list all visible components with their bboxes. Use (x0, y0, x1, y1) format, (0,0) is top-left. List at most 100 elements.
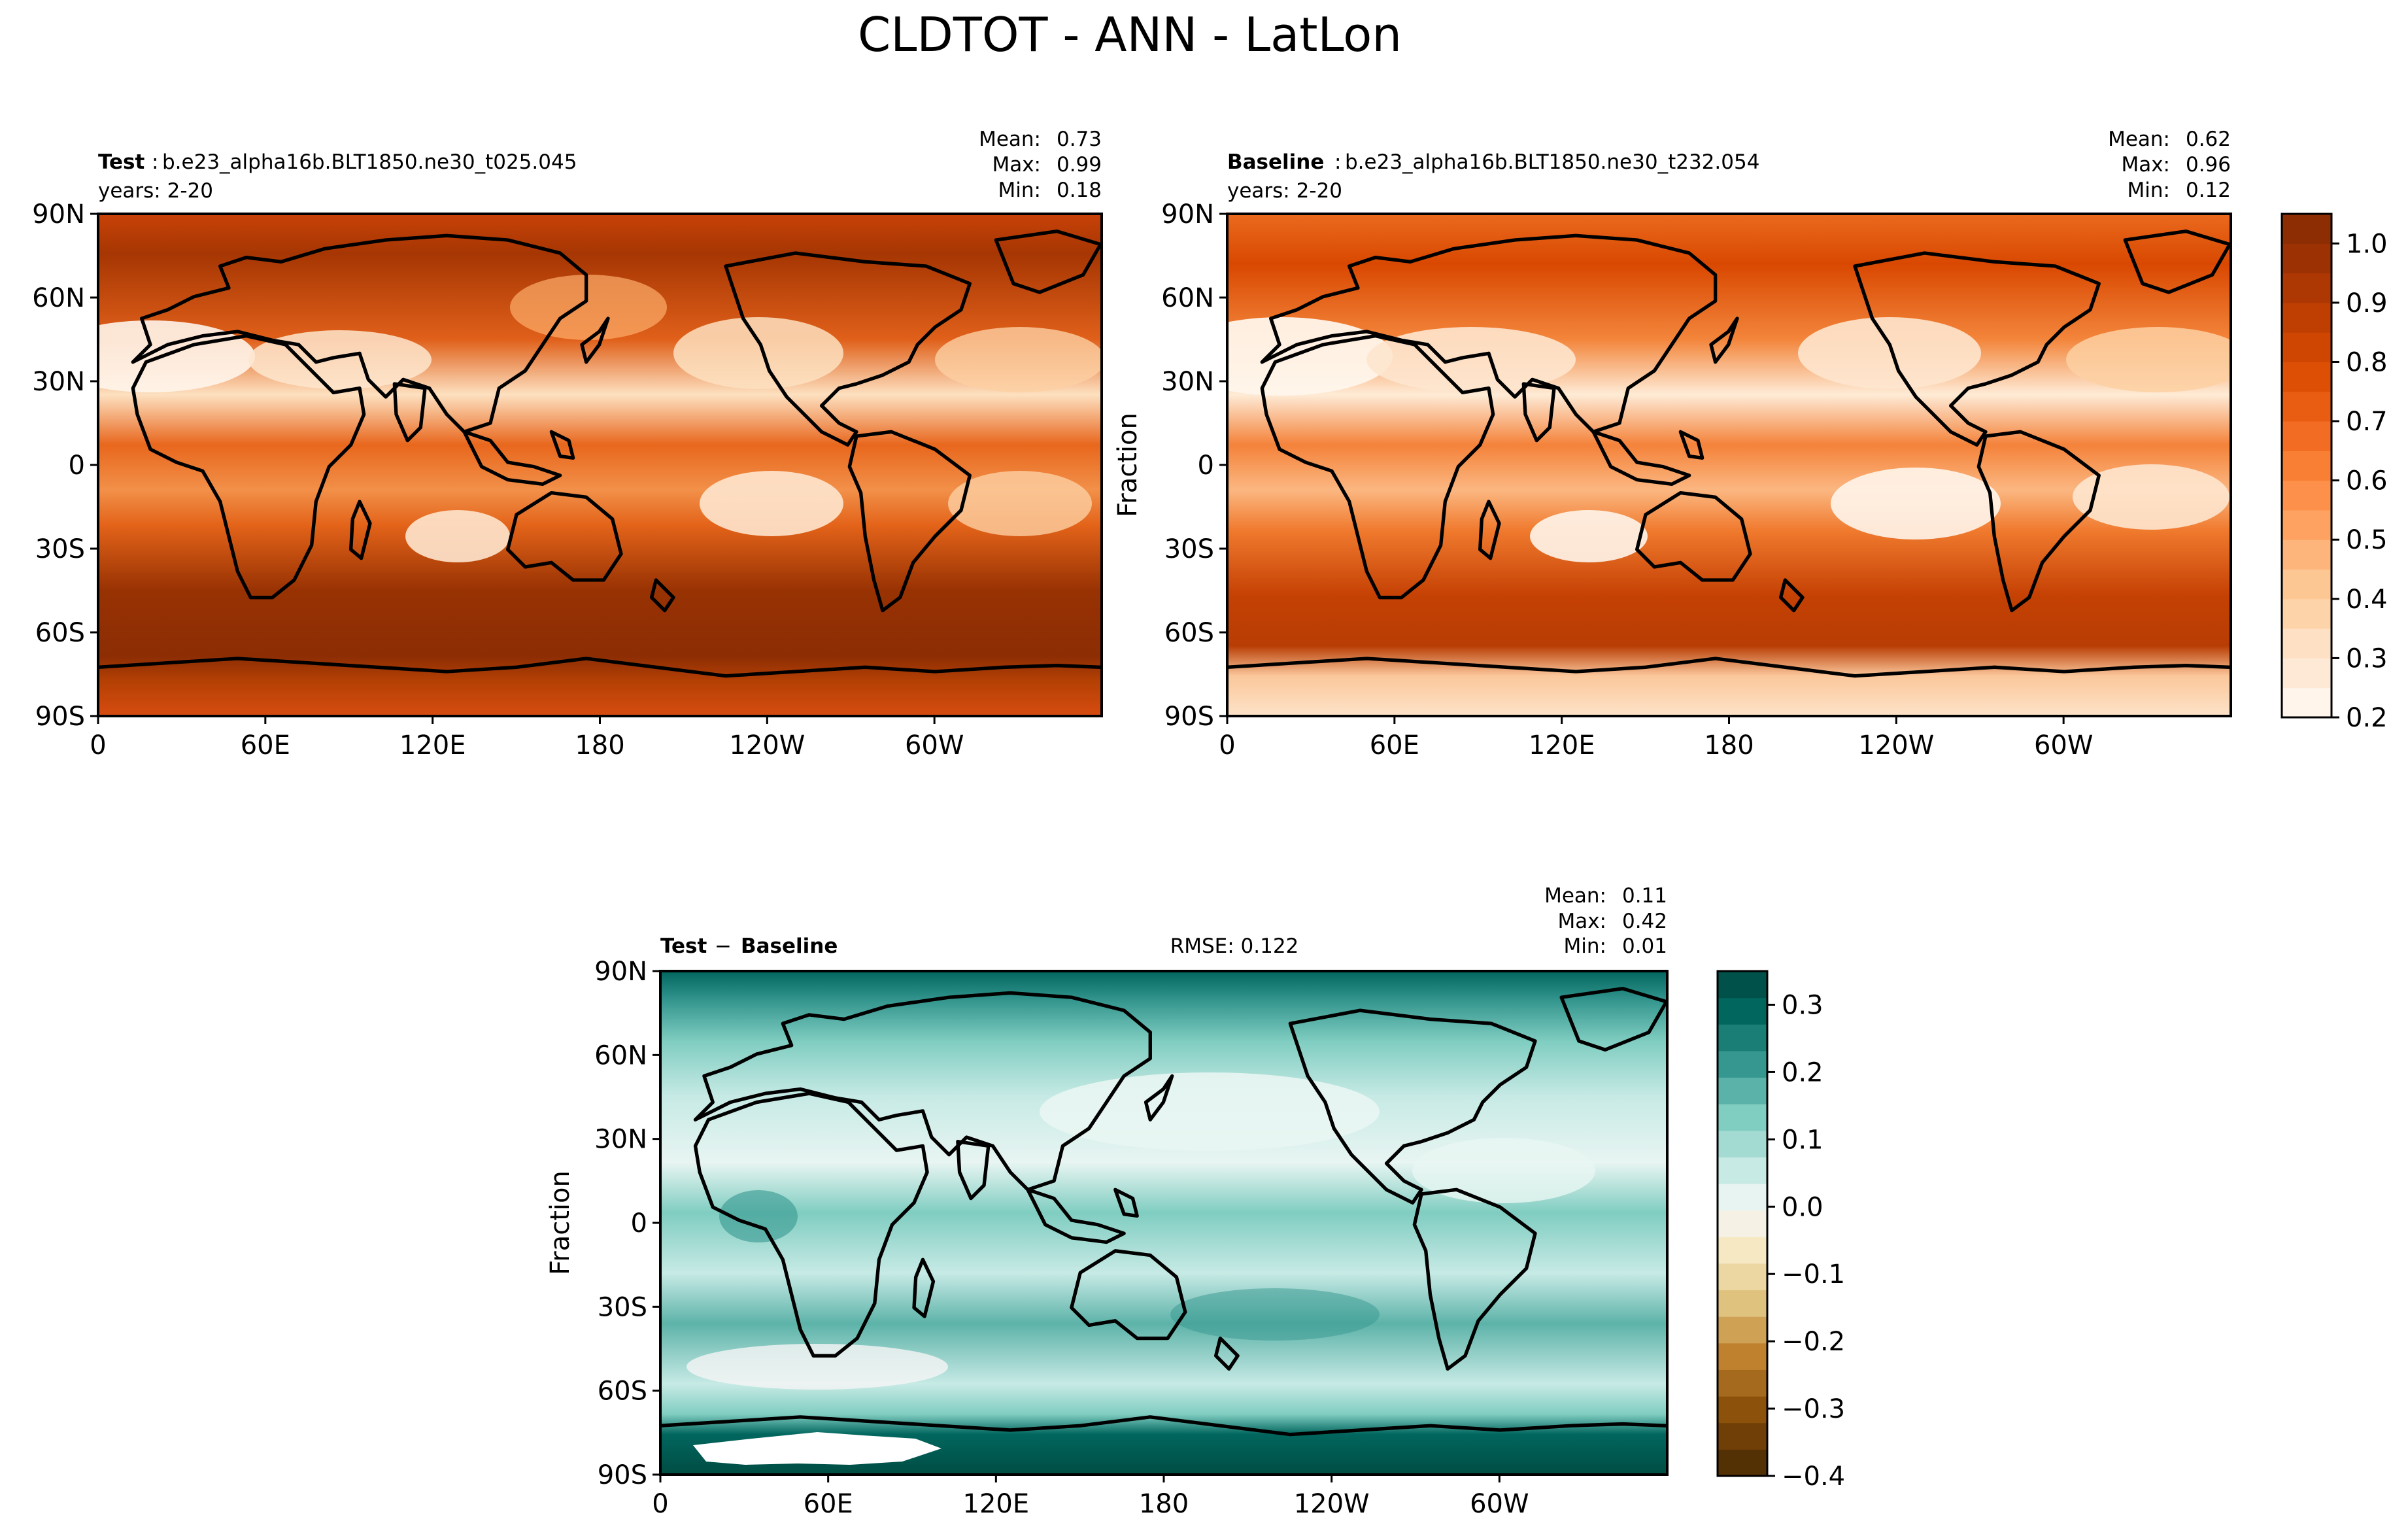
panel-difference-ytick-label: 90S (598, 1460, 647, 1490)
panel-difference-mean-label: Mean: (1544, 884, 1606, 908)
panel-test-max-label: Max: (992, 153, 1041, 177)
panel-baseline-ytick-label: 30N (1161, 367, 1214, 397)
panel-baseline-field-blob (1798, 317, 1981, 389)
panel-difference-ytick-label: 30N (594, 1125, 647, 1155)
panel-baseline-field-blob (1530, 510, 1648, 562)
panel-baseline-xtick-label: 120W (1858, 730, 1934, 761)
colorbar-diff-tick-label: 0.3 (1782, 990, 1823, 1020)
panel-baseline-xtick-label: 0 (1219, 730, 1235, 761)
panel-baseline-xticks: 0 60E 120E 180 120W 60W (1219, 716, 2093, 761)
colorbar-diff-step (1718, 1130, 1767, 1157)
panel-difference-xtick-label: 180 (1139, 1489, 1189, 1519)
panel-baseline-xtick-label: 120E (1529, 730, 1595, 761)
colorbar-diff-step (1718, 1449, 1767, 1477)
panel-baseline-ytick-label: 90N (1161, 199, 1214, 230)
colorbar-main-step (2282, 214, 2332, 244)
panel-test-ytick-label: 0 (69, 451, 85, 481)
panel-difference-min-label: Min: (1564, 934, 1606, 958)
panel-test-field-blob (700, 471, 843, 536)
colorbar-main-step (2282, 509, 2332, 540)
colorbar-diff-tick-label: −0.2 (1782, 1327, 1845, 1357)
panel-difference-field-blob (1040, 1072, 1380, 1151)
colorbar-main-tick-label: 0.9 (2346, 288, 2388, 318)
colorbar-diff-step (1718, 1290, 1767, 1317)
colorbar-main-step (2282, 243, 2332, 274)
panel-difference: Test − Baseline RMSE: 0.122 Mean: 0.11 M… (545, 884, 1669, 1519)
panel-baseline-label: Baseline (1227, 150, 1324, 174)
panel-baseline-ytick-label: 60N (1161, 283, 1214, 313)
panel-baseline-max-label: Max: (2121, 153, 2170, 177)
colorbar-main-step (2282, 362, 2332, 392)
colorbar-diff-step (1718, 1210, 1767, 1237)
panel-test-xtick-label: 0 (90, 730, 106, 761)
colorbar-main-step (2282, 598, 2332, 629)
panel-difference-field-blob (687, 1344, 948, 1390)
panel-test-field-blob (948, 471, 1092, 536)
panel-difference-xtick-label: 60E (804, 1489, 853, 1519)
panel-test-field-blob (935, 327, 1102, 392)
panel-test-mean: 0.73 (1057, 128, 1102, 151)
colorbar-diff-tick-label: −0.4 (1782, 1462, 1845, 1492)
panel-baseline-xtick-label: 60E (1370, 730, 1419, 761)
panel-test-field-blob (673, 317, 843, 389)
panel-difference-xtick-label: 60W (1470, 1489, 1529, 1519)
panel-test-xtick-label: 60W (905, 730, 964, 761)
colorbar-diff-step (1718, 1396, 1767, 1424)
panel-difference-ytick-label: 60S (598, 1377, 647, 1407)
panel-difference-mean: 0.11 (1622, 884, 1667, 908)
colorbar-main-frame (2281, 213, 2333, 719)
panel-test-ytick-label: 30N (32, 367, 85, 397)
panel-test-xtick-label: 120W (729, 730, 805, 761)
panel-test-colon: : (152, 150, 158, 174)
panel-difference-xtick-label: 120E (963, 1489, 1030, 1519)
panel-baseline-xtick-label: 60W (2034, 730, 2093, 761)
colorbar-diff-step (1718, 1050, 1767, 1078)
panel-difference-xtick-label: 120W (1294, 1489, 1370, 1519)
panel-difference-ytick-label: 60N (594, 1040, 647, 1070)
colorbar-diff-step (1718, 1024, 1767, 1052)
colorbar-main-step (2282, 628, 2332, 659)
panel-baseline-ytick-label: 60S (1164, 618, 1214, 648)
panel-baseline-ylabel: Fraction (1113, 413, 1143, 517)
colorbar-diff-tick-label: −0.1 (1782, 1259, 1845, 1290)
colorbar-main-tick-label: 0.3 (2346, 643, 2388, 674)
panel-difference-ylabel: Fraction (545, 1171, 575, 1275)
colorbar-main-tick-label: 1.0 (2346, 229, 2388, 259)
panel-difference-field-blob (1170, 1288, 1380, 1341)
panel-test-ytick-label: 90S (35, 702, 85, 732)
panel-test-max: 0.99 (1057, 153, 1102, 177)
panel-baseline-ytick-label: 30S (1164, 534, 1214, 564)
colorbar-diff: 0.3 0.2 0.1 0.0 −0.1 −0.2 −0.3 −0.4 (1716, 970, 1845, 1492)
panel-test-ytick-label: 90N (32, 199, 85, 230)
panel-baseline-min-label: Min: (2128, 179, 2170, 202)
panel-difference-rmse: RMSE: 0.122 (1170, 934, 1299, 958)
colorbar-diff-step (1718, 1422, 1767, 1450)
panel-test-xtick-label: 120E (399, 730, 466, 761)
colorbar-diff-step (1718, 1077, 1767, 1104)
panel-test-xticks: 0 60E 120E 180 120W 60W (90, 716, 964, 761)
colorbar-main-tick-label: 0.2 (2346, 703, 2388, 733)
panel-difference-field-blob (719, 1190, 798, 1242)
panel-baseline-field (1227, 214, 2231, 716)
panel-difference-min: 0.01 (1622, 934, 1667, 958)
panel-test-ytick-label: 30S (35, 534, 85, 564)
colorbar-main-step (2282, 273, 2332, 303)
panel-baseline-field-blob (1831, 468, 2001, 539)
panel-baseline-yticks: 90N 60N 30N 0 30S 60S 90S (1161, 199, 1227, 732)
panel-test-xtick-label: 180 (575, 730, 624, 761)
colorbar-main-step (2282, 539, 2332, 570)
colorbar-main-step (2282, 332, 2332, 362)
panel-baseline-min: 0.12 (2186, 179, 2231, 202)
colorbar-main: 0.2 0.3 0.4 0.5 0.6 0.7 0.8 0.9 1.0 (2281, 213, 2388, 733)
panel-difference-op: − (715, 934, 732, 958)
colorbar-main-step (2282, 569, 2332, 600)
panel-difference-label: Test (660, 934, 707, 958)
panel-baseline-mean-label: Mean: (2108, 128, 2170, 151)
panel-test-min-label: Min: (998, 179, 1041, 202)
panel-test-min: 0.18 (1057, 179, 1102, 202)
panel-difference-field (660, 971, 1667, 1475)
panel-difference-field-white (693, 1432, 941, 1465)
panel-baseline-field-blob (2073, 464, 2230, 530)
panel-test-label: Test (98, 150, 145, 174)
